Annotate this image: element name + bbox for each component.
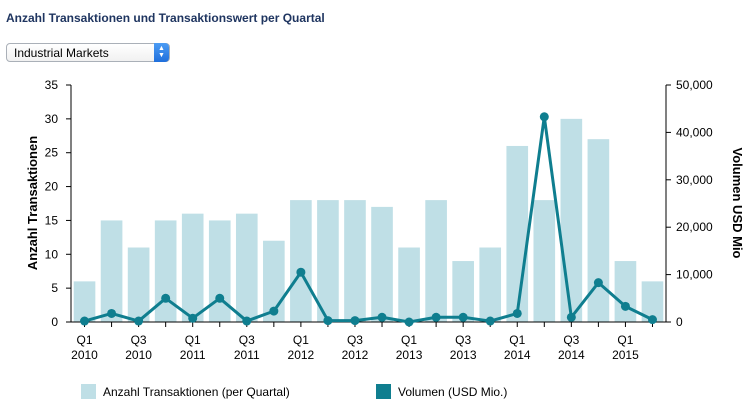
- x-tick-label: Q3: [347, 333, 363, 347]
- y-right-tick-label: 50,000: [676, 78, 713, 92]
- bar[interactable]: [154, 220, 177, 322]
- volume-point[interactable]: [134, 316, 144, 326]
- legend-swatch-volume: [376, 384, 391, 399]
- y-left-tick-label: 20: [45, 180, 59, 194]
- tick-labels: 0 5 10 15 20 25 30 35 0 10,000 20,000 30,000 40,000 5…: [45, 78, 713, 362]
- y-right-tick-label: 30,000: [676, 173, 713, 187]
- volume-point[interactable]: [539, 112, 549, 122]
- legend-swatch-transactions: [81, 384, 96, 399]
- x-tick-label: 2013: [396, 348, 423, 362]
- volume-point[interactable]: [431, 312, 441, 322]
- y-left-tick-label: 30: [45, 112, 59, 126]
- volume-point[interactable]: [242, 316, 252, 326]
- bar[interactable]: [425, 200, 447, 322]
- x-tick-label: Q1: [617, 333, 633, 347]
- bar[interactable]: [587, 139, 610, 322]
- volume-point[interactable]: [215, 293, 225, 303]
- legend-label-transactions: Anzahl Transaktionen (per Quartal): [103, 385, 290, 399]
- x-tick-label: 2015: [612, 348, 639, 362]
- x-tick-label: 2014: [504, 348, 531, 362]
- volume-point[interactable]: [188, 313, 198, 323]
- bar[interactable]: [73, 281, 96, 322]
- market-select[interactable]: Industrial Markets ▲ ▼: [6, 43, 170, 62]
- y-left-tick-label: 25: [45, 146, 59, 160]
- legend-label-volume: Volumen (USD Mio.): [398, 385, 507, 399]
- volume-point[interactable]: [485, 316, 495, 326]
- volume-point[interactable]: [161, 293, 171, 303]
- chart-title: Anzahl Transaktionen und Transaktionswer…: [6, 11, 325, 25]
- y-right-tick-label: 20,000: [676, 220, 713, 234]
- volume-point[interactable]: [107, 308, 117, 318]
- x-tick-label: 2013: [450, 348, 477, 362]
- y-left-tick-label: 10: [45, 247, 59, 261]
- bar[interactable]: [208, 220, 231, 322]
- volume-point[interactable]: [620, 301, 630, 311]
- bar[interactable]: [641, 281, 664, 322]
- x-tick-label: 2012: [342, 348, 369, 362]
- volume-point[interactable]: [323, 316, 333, 326]
- x-tick-label: Q3: [131, 333, 147, 347]
- x-tick-label: 2011: [234, 348, 260, 362]
- bar[interactable]: [100, 220, 123, 322]
- volume-point[interactable]: [269, 306, 279, 316]
- y-left-tick-label: 5: [51, 281, 58, 295]
- volume-point[interactable]: [404, 317, 414, 327]
- bar[interactable]: [235, 213, 258, 322]
- y-right-tick-label: 40,000: [676, 125, 713, 139]
- bar[interactable]: [127, 247, 150, 322]
- y-left-tick-label: 35: [45, 78, 59, 92]
- bar[interactable]: [398, 247, 420, 322]
- volume-point[interactable]: [296, 267, 306, 277]
- bar[interactable]: [506, 145, 529, 322]
- x-tick-label: 2012: [288, 348, 315, 362]
- x-tick-label: 2010: [125, 348, 152, 362]
- x-tick-label: Q1: [77, 333, 93, 347]
- bar[interactable]: [371, 206, 393, 322]
- legend: Anzahl Transaktionen (per Quartal) Volum…: [81, 384, 507, 399]
- x-tick-label: Q1: [509, 333, 525, 347]
- x-tick-label: Q1: [401, 333, 417, 347]
- y-left-tick-label: 0: [51, 315, 58, 329]
- bar[interactable]: [344, 200, 366, 322]
- volume-line: [84, 115, 654, 324]
- bar[interactable]: [533, 200, 556, 322]
- volume-point[interactable]: [512, 308, 522, 318]
- x-tick-label: 2010: [71, 348, 98, 362]
- bar[interactable]: [560, 118, 583, 322]
- x-tick-label: Q3: [563, 333, 579, 347]
- y-right-tick-label: 0: [676, 315, 683, 329]
- select-arrows-icon[interactable]: ▲ ▼: [154, 43, 169, 62]
- y-left-tick-label: 15: [45, 213, 59, 227]
- x-tick-label: Q3: [455, 333, 471, 347]
- bar[interactable]: [290, 200, 312, 322]
- y-axis-right-title: Volumen USD Mio: [730, 148, 745, 259]
- line-series: [80, 112, 657, 327]
- volume-point[interactable]: [566, 312, 576, 322]
- x-tick-label: Q3: [239, 333, 255, 347]
- bar-series: [73, 118, 664, 322]
- x-tick-label: 2014: [558, 348, 585, 362]
- x-tick-label: Q1: [185, 333, 201, 347]
- bar[interactable]: [452, 261, 474, 322]
- y-right-tick-label: 10,000: [676, 268, 713, 282]
- volume-point[interactable]: [377, 312, 387, 322]
- volume-point[interactable]: [593, 278, 603, 288]
- volume-point[interactable]: [80, 316, 90, 326]
- x-tick-label: 2011: [180, 348, 206, 362]
- volume-point[interactable]: [647, 315, 657, 325]
- bar[interactable]: [317, 200, 339, 322]
- bar[interactable]: [614, 261, 637, 322]
- market-select-value: Industrial Markets: [14, 46, 109, 60]
- volume-point[interactable]: [350, 316, 360, 326]
- bar[interactable]: [181, 213, 204, 322]
- volume-point[interactable]: [458, 312, 468, 322]
- x-tick-label: Q1: [293, 333, 309, 347]
- y-axis-left-title: Anzahl Transaktionen: [25, 136, 40, 270]
- bar[interactable]: [479, 247, 502, 322]
